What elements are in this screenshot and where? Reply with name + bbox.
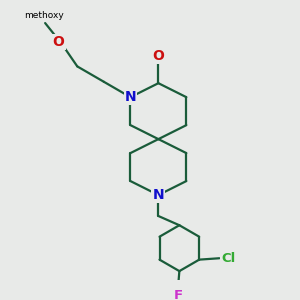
Text: F: F (173, 289, 182, 300)
Text: methoxy: methoxy (24, 11, 64, 20)
Text: O: O (152, 49, 164, 63)
Text: N: N (153, 188, 164, 202)
Text: Cl: Cl (221, 252, 236, 265)
Text: N: N (124, 90, 136, 104)
Text: O: O (52, 35, 64, 49)
